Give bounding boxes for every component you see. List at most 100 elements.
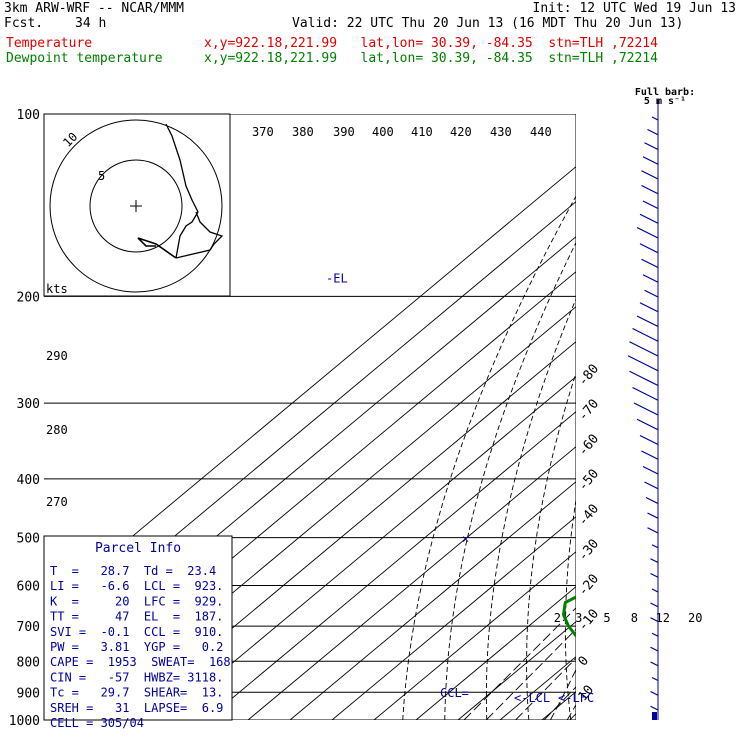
theta-label: 270	[46, 495, 68, 509]
temperature-point	[617, 692, 619, 694]
temperature-point	[671, 562, 673, 564]
dewpoint-point	[608, 478, 610, 480]
temperature-point	[636, 644, 638, 646]
wind-barb-flag	[652, 712, 657, 720]
wind-barb	[650, 572, 659, 578]
hodograph-trace	[137, 237, 177, 259]
wind-barb	[644, 289, 659, 298]
wind-barb	[629, 370, 659, 387]
theta-label: 290	[46, 349, 68, 363]
isotherm-label: -70	[576, 397, 603, 425]
wind-barb	[639, 302, 659, 313]
isotherm-label: -40	[576, 502, 603, 530]
dewpoint-point	[582, 644, 584, 646]
wind-barb	[639, 434, 659, 446]
isotherm	[44, 166, 576, 611]
el-label: -EL	[326, 272, 348, 286]
isotherm	[289, 481, 576, 720]
theta-label: 410	[411, 125, 433, 139]
parcel-info-row: SREH = 31 LAPSE= 6.9	[50, 701, 223, 715]
isotherm	[163, 376, 576, 720]
pressure-tick-label: 200	[17, 290, 40, 305]
parcel-info-row: CIN = -57 HWBZ= 3118.	[50, 670, 223, 684]
wind-barb	[650, 661, 659, 667]
temperature-point	[661, 585, 663, 587]
dry-adiabat	[603, 114, 733, 720]
mixing-ratio-label: 2	[554, 611, 561, 625]
wind-barb	[642, 465, 659, 475]
parcel-info-title: Parcel Info	[95, 541, 181, 556]
hodograph-ring-10	[49, 119, 223, 293]
wind-barb	[644, 142, 659, 151]
dewpoint-point	[606, 706, 608, 708]
dewpoint-point	[593, 661, 595, 663]
lcl-label: <-LCL	[514, 691, 550, 705]
theta-label: 440	[530, 125, 552, 139]
theta-label: 370	[252, 125, 274, 139]
wind-barb	[650, 705, 659, 711]
dewpoint-point	[602, 713, 604, 715]
parcel-info-row: TT = 47 EL = 187.	[50, 610, 223, 624]
wind-barb	[636, 418, 659, 431]
dewpoint-point	[633, 443, 635, 445]
dewpoint-point	[608, 699, 610, 701]
temperature-point	[726, 443, 728, 445]
wind-barb	[641, 170, 659, 180]
valid-time: Valid: 22 UTC Thu 20 Jun 13 (16 MDT Thu …	[292, 16, 684, 31]
isotherm	[668, 114, 740, 720]
isotherm-label: -20	[576, 572, 603, 600]
moist-adiabat	[601, 221, 740, 720]
wind-barb	[644, 481, 659, 490]
temperature-legend: Temperature	[6, 36, 93, 51]
pressure-tick-label: 300	[17, 397, 40, 412]
isotherm-label: -50	[576, 467, 603, 495]
dewpoint-point	[723, 354, 725, 356]
wind-barb	[636, 315, 659, 328]
pressure-tick-label: 1000	[9, 714, 40, 729]
mixing-ratio-label: 12	[655, 611, 669, 625]
hodograph: 5 10 kts	[43, 113, 231, 297]
isotherm	[457, 621, 576, 720]
dry-adiabat	[674, 114, 740, 720]
theta-label: 380	[292, 125, 314, 139]
isotherm	[331, 516, 576, 720]
wind-barb	[645, 496, 659, 505]
lfc-label: <-LFC	[558, 691, 594, 705]
temperature-point	[643, 625, 645, 627]
model-title: 3km ARW-WRF -- NCAR/MMM	[4, 1, 185, 16]
dry-adiabat	[485, 297, 576, 720]
isotherm	[626, 114, 740, 720]
init-time: Init: 12 UTC Wed 19 Jun 13	[532, 1, 737, 16]
dry-adiabat	[444, 241, 576, 720]
wind-barb	[650, 646, 659, 652]
theta-label: 420	[450, 125, 472, 139]
parcel-info-row: SVI = -0.1 CCL = 910.	[50, 625, 223, 639]
mixing-ratio-label: 3	[575, 611, 582, 625]
wind-barb	[651, 116, 659, 121]
parcel-info-row: T = 28.7 Td = 23.4	[50, 564, 216, 578]
wind-barb	[651, 588, 659, 593]
mixing-ratio-label: 20	[688, 611, 702, 625]
dry-adiabat	[708, 114, 740, 720]
theta-label: 280	[46, 423, 68, 437]
parcel-info-row: LI = -6.6 LCL = 923.	[50, 579, 223, 593]
wind-barb	[641, 450, 659, 460]
isotherm	[710, 114, 740, 720]
parcel-info-row: CAPE = 1953 SWEAT= 168	[50, 655, 231, 669]
temperature-point	[614, 699, 616, 701]
hodograph-trace	[175, 211, 224, 259]
temperature-point	[629, 661, 631, 663]
dewpoint-location: x,y=922.18,221.99 lat,lon= 30.39, -84.35…	[204, 51, 658, 66]
wind-barb	[647, 527, 659, 534]
wind-barb	[641, 184, 659, 195]
dry-adiabat	[564, 497, 576, 720]
parcel-info-box: Parcel Info T = 28.7 Td = 23.4LI = -6.6 …	[43, 535, 233, 730]
isotherm	[584, 114, 740, 720]
isotherm	[499, 656, 576, 720]
parcel-info-row: CELL = 305/04	[50, 716, 144, 730]
wind-barb	[632, 327, 659, 342]
theta-label: 400	[372, 125, 394, 139]
mixing-ratio-label: 8	[631, 611, 638, 625]
